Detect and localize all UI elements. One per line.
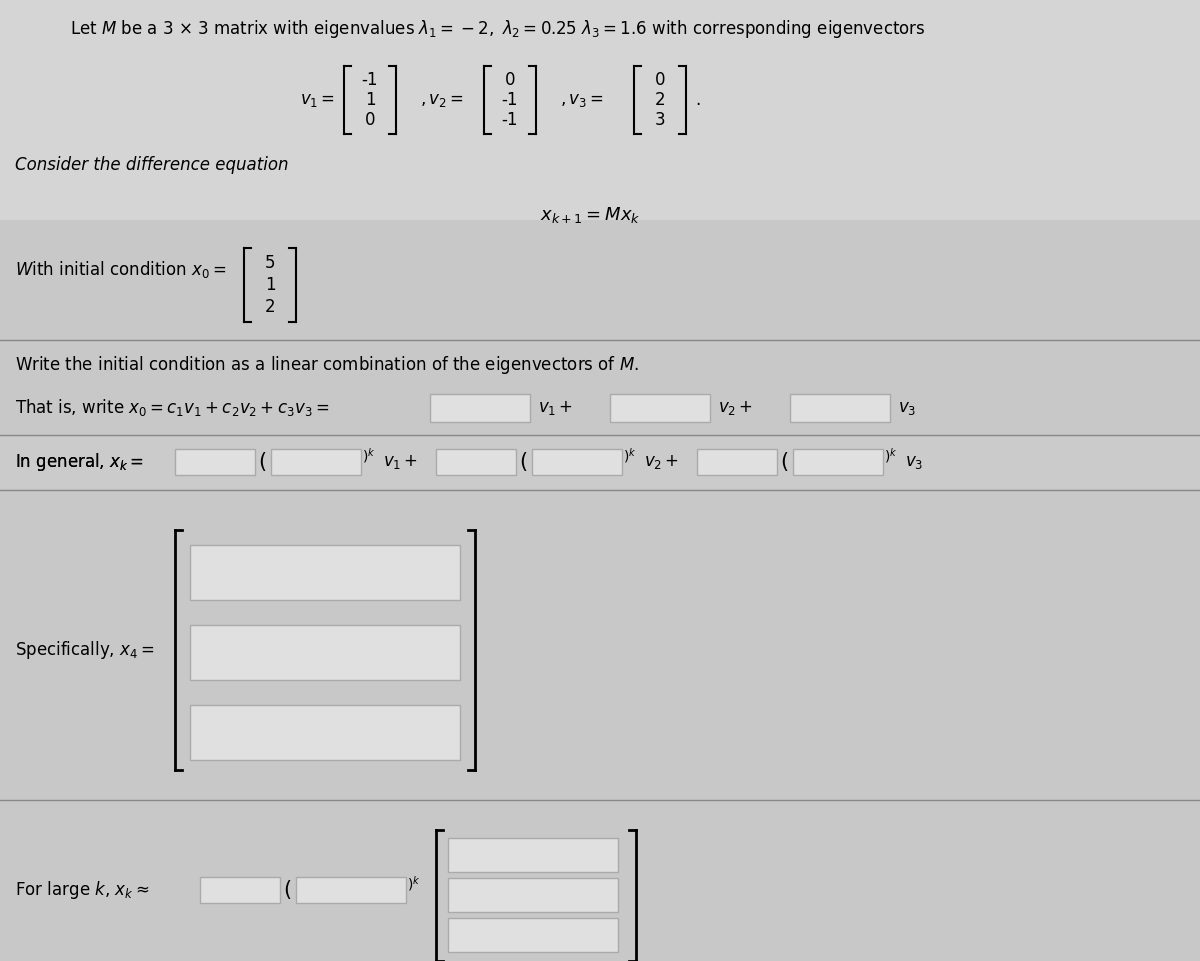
Bar bbox=[532, 449, 622, 475]
Bar bbox=[175, 449, 256, 475]
Text: 5: 5 bbox=[265, 254, 275, 272]
Text: For large $k$, $x_k \approx$: For large $k$, $x_k \approx$ bbox=[14, 879, 149, 901]
Text: 1: 1 bbox=[365, 91, 376, 109]
Bar bbox=[200, 877, 280, 903]
Bar bbox=[448, 878, 618, 912]
Bar bbox=[436, 449, 516, 475]
Text: $v_3$: $v_3$ bbox=[905, 453, 923, 471]
Text: (: ( bbox=[258, 452, 266, 472]
Text: -1: -1 bbox=[502, 111, 518, 129]
Text: $)^k$: $)^k$ bbox=[884, 447, 898, 465]
Text: Specifically, $x_4 = $: Specifically, $x_4 = $ bbox=[14, 639, 155, 661]
Text: $v_1+$: $v_1+$ bbox=[538, 399, 574, 417]
Text: (: ( bbox=[283, 880, 292, 900]
Bar bbox=[448, 838, 618, 872]
Text: $)^k$: $)^k$ bbox=[407, 875, 420, 894]
Text: $.$: $.$ bbox=[695, 91, 701, 109]
Bar bbox=[190, 705, 460, 760]
Text: 3: 3 bbox=[655, 111, 665, 129]
Text: $v_1 = $: $v_1 = $ bbox=[300, 91, 335, 109]
Text: Consider the difference equation: Consider the difference equation bbox=[14, 156, 288, 174]
Text: (: ( bbox=[780, 452, 788, 472]
Text: Write the initial condition as a linear combination of the eigenvectors of $M$.: Write the initial condition as a linear … bbox=[14, 354, 638, 376]
Text: Let $M$ be a 3 $\times$ 3 matrix with eigenvalues $\lambda_1 = -2,\ \lambda_2 = : Let $M$ be a 3 $\times$ 3 matrix with ei… bbox=[70, 18, 925, 40]
Bar bbox=[0, 435, 1200, 488]
Bar bbox=[0, 0, 1200, 220]
Bar bbox=[190, 545, 460, 600]
Bar bbox=[610, 394, 710, 422]
Bar bbox=[271, 449, 361, 475]
Text: (: ( bbox=[520, 452, 527, 472]
Text: $)^k$: $)^k$ bbox=[623, 447, 636, 465]
Text: -1: -1 bbox=[361, 71, 378, 89]
Bar bbox=[448, 918, 618, 952]
Bar bbox=[790, 394, 890, 422]
Text: $v_2+$: $v_2+$ bbox=[718, 399, 754, 417]
Text: 2: 2 bbox=[655, 91, 665, 109]
Bar bbox=[793, 449, 883, 475]
Text: In general, $x_k = $: In general, $x_k = $ bbox=[14, 451, 144, 473]
Text: 0: 0 bbox=[655, 71, 665, 89]
Text: $, v_2 = $: $, v_2 = $ bbox=[420, 91, 463, 109]
Text: 1: 1 bbox=[265, 276, 275, 294]
Text: In general, $x_k = $: In general, $x_k = $ bbox=[14, 451, 144, 473]
Bar bbox=[430, 394, 530, 422]
Text: $x_{k+1} = Mx_k$: $x_{k+1} = Mx_k$ bbox=[540, 205, 640, 225]
Text: 0: 0 bbox=[505, 71, 515, 89]
Text: $\mathit{W}$ith initial condition $x_0 = $: $\mathit{W}$ith initial condition $x_0 =… bbox=[14, 259, 227, 281]
Text: $v_3$: $v_3$ bbox=[898, 399, 917, 417]
Bar bbox=[296, 877, 406, 903]
Text: $v_1+$: $v_1+$ bbox=[383, 453, 418, 471]
Text: $v_2+$: $v_2+$ bbox=[644, 453, 679, 471]
Text: That is, write $x_0 = c_1v_1 + c_2v_2 + c_3v_3 = $: That is, write $x_0 = c_1v_1 + c_2v_2 + … bbox=[14, 398, 329, 418]
Bar bbox=[190, 625, 460, 680]
Text: 2: 2 bbox=[265, 298, 275, 316]
Text: $)^k$: $)^k$ bbox=[362, 447, 376, 465]
Text: 0: 0 bbox=[365, 111, 376, 129]
Text: -1: -1 bbox=[502, 91, 518, 109]
Bar bbox=[697, 449, 778, 475]
Text: $, v_3 = $: $, v_3 = $ bbox=[560, 91, 604, 109]
